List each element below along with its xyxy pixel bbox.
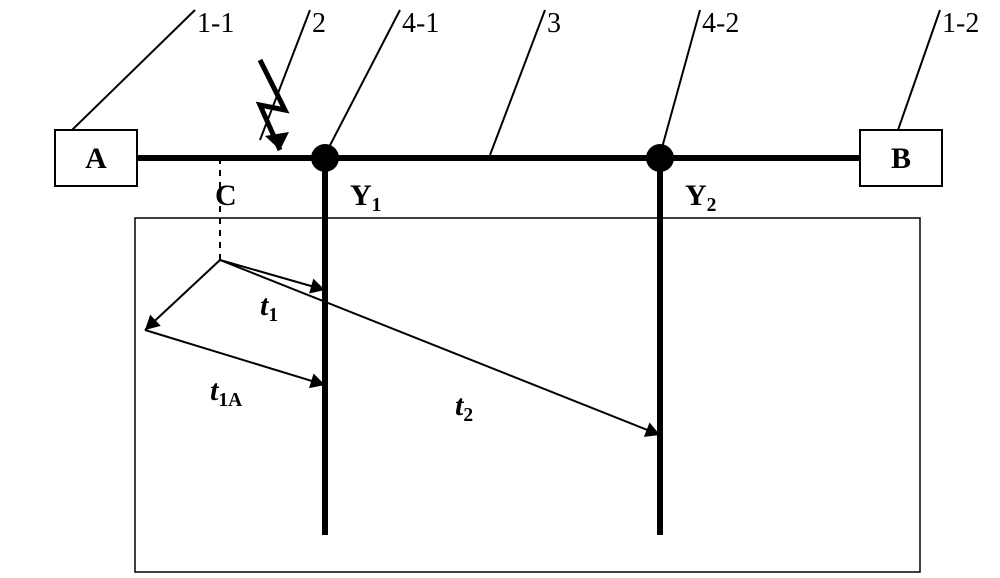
node-label-y2: Y2 bbox=[685, 179, 716, 216]
arrow-t1: t1 bbox=[220, 260, 325, 326]
arrow-t2-label: t2 bbox=[455, 389, 473, 426]
tick-4-2-leader bbox=[660, 10, 700, 155]
inner-frame bbox=[135, 218, 920, 572]
tick-4-2-label: 4-2 bbox=[702, 8, 739, 39]
arrow-t1A-label: t1A bbox=[210, 374, 242, 411]
terminal-label-a: A bbox=[85, 142, 107, 175]
fault-point-label: C bbox=[215, 179, 237, 212]
tick-1-1-label: 1-1 bbox=[197, 8, 234, 39]
tick-3-label: 3 bbox=[547, 8, 561, 39]
terminal-label-b: B bbox=[891, 142, 911, 175]
tick-4-1-label: 4-1 bbox=[402, 8, 439, 39]
node-label-y1: Y1 bbox=[350, 179, 381, 216]
tick-4-1-leader bbox=[325, 10, 400, 155]
arrow-t1-label: t1 bbox=[260, 289, 278, 326]
tick-2-label: 2 bbox=[312, 8, 326, 39]
tick-3-leader bbox=[490, 10, 545, 155]
tick-1-2-label: 1-2 bbox=[942, 8, 979, 39]
node-y1 bbox=[311, 144, 339, 172]
node-y2 bbox=[646, 144, 674, 172]
tick-1-1-leader bbox=[72, 10, 195, 130]
tick-1-2-leader bbox=[898, 10, 940, 130]
arrow-t2: t2 bbox=[220, 260, 660, 437]
